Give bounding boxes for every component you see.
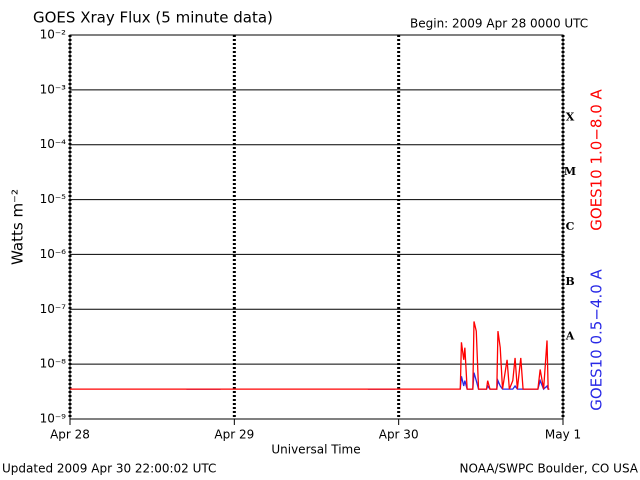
y-axis-label: Watts m⁻²: [9, 189, 27, 265]
flare-class-label: X: [566, 110, 575, 123]
flare-class-label: B: [565, 275, 574, 288]
x-tick-label: Apr 29: [214, 428, 254, 442]
y-tick-label: 10⁻²: [40, 28, 67, 42]
legend-entry: GOES10 0.5−4.0 A: [588, 268, 606, 410]
y-tick-label: 10⁻⁴: [40, 137, 67, 151]
x-tick-label: May 1: [545, 428, 581, 442]
y-tick-label: 10⁻⁹: [40, 412, 67, 426]
y-tick-label: 10⁻⁵: [40, 192, 67, 206]
y-tick-label: 10⁻⁶: [40, 247, 67, 261]
flare-class-label: M: [564, 165, 576, 178]
plot-frame: [69, 34, 564, 420]
footer-left: Updated 2009 Apr 30 22:00:02 UTC: [2, 462, 216, 476]
chart-subtitle: Begin: 2009 Apr 28 0000 UTC: [410, 17, 588, 31]
chart-title: GOES Xray Flux (5 minute data): [33, 9, 273, 27]
legend-entry: GOES10 1.0−8.0 A: [588, 88, 606, 230]
y-tick-label: 10⁻⁸: [40, 357, 67, 371]
series-line: [70, 321, 550, 390]
series-line: [186, 372, 550, 391]
x-tick-label: Apr 30: [379, 428, 419, 442]
flare-class-label: A: [565, 330, 575, 343]
y-tick-label: 10⁻⁷: [40, 302, 67, 316]
x-axis-label: Universal Time: [271, 443, 360, 457]
flare-class-label: C: [566, 220, 575, 233]
y-tick-label: 10⁻³: [40, 82, 67, 96]
footer-right: NOAA/SWPC Boulder, CO USA: [460, 462, 639, 476]
x-tick-label: Apr 28: [50, 428, 90, 442]
